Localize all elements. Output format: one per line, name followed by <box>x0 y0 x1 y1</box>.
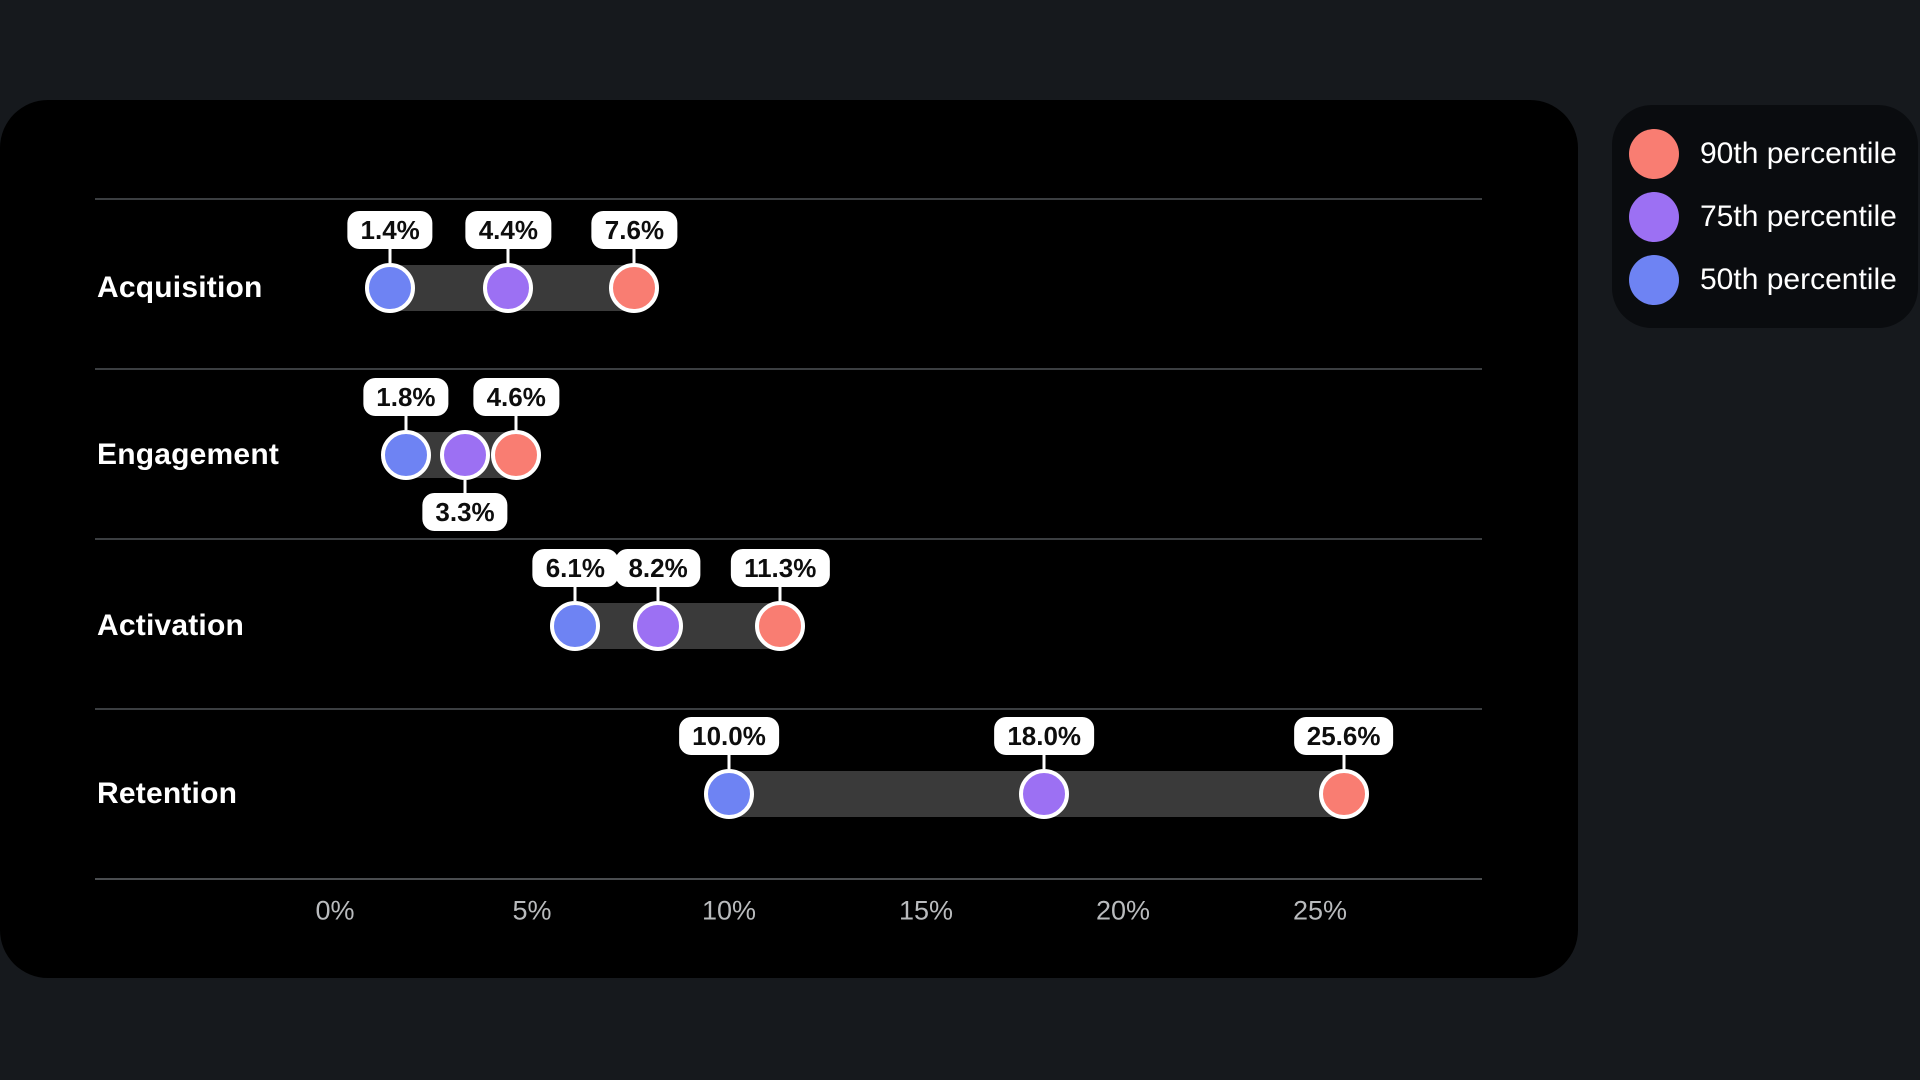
percentile-dot-75th[interactable] <box>483 263 534 313</box>
percentile-dot-50th[interactable] <box>550 601 601 651</box>
value-label-stem <box>404 415 408 430</box>
value-label: 11.3% <box>731 549 830 587</box>
x-axis-tick-label: 25% <box>1292 895 1348 926</box>
value-label: 18.0% <box>994 717 1095 755</box>
legend-item-label: 75th percentile <box>1700 199 1897 233</box>
legend-color-dot-50th <box>1629 254 1679 305</box>
x-axis-tick-label: 10% <box>701 895 757 926</box>
value-label: 4.6% <box>473 378 559 416</box>
value-label-stem <box>656 586 660 601</box>
legend-item-label: 90th percentile <box>1700 136 1897 170</box>
value-label-stem <box>1042 754 1046 769</box>
value-label: 10.0% <box>679 717 779 755</box>
percentile-dot-90th[interactable] <box>755 601 806 651</box>
legend-color-dot-90th <box>1629 128 1679 179</box>
x-axis-tick-label: 20% <box>1095 895 1151 926</box>
legend-item-label: 50th percentile <box>1700 262 1897 296</box>
value-label-stem <box>1342 754 1346 769</box>
value-label: 6.1% <box>532 549 618 587</box>
legend-item-75th-percentile[interactable]: 75th percentile <box>1629 191 1918 242</box>
x-axis-tick-label: 0% <box>315 895 355 926</box>
legend-item-90th-percentile[interactable]: 90th percentile <box>1629 128 1918 179</box>
percentile-dot-50th[interactable] <box>704 769 754 819</box>
category-label: Engagement <box>97 438 280 471</box>
value-label: 8.2% <box>615 549 701 587</box>
category-label: Activation <box>97 609 245 642</box>
row-divider-line <box>95 198 1482 200</box>
value-label: 7.6% <box>591 211 678 249</box>
value-label-stem <box>506 248 510 263</box>
legend-item-50th-percentile[interactable]: 50th percentile <box>1629 254 1918 305</box>
percentile-dot-75th[interactable] <box>440 430 491 480</box>
value-label: 25.6% <box>1293 717 1394 755</box>
row-divider-line <box>95 538 1482 540</box>
value-label: 3.3% <box>422 493 508 531</box>
value-label-stem <box>388 248 392 263</box>
value-label: 1.4% <box>347 211 433 249</box>
value-label-stem <box>463 480 467 495</box>
category-label: Acquisition <box>97 271 263 304</box>
value-label-stem <box>632 248 636 263</box>
percentile-dot-50th[interactable] <box>380 430 431 480</box>
dumbbell-plot: Acquisition 1.4% 4.4% 7.6% Engagement 1.8% 3.3… <box>0 100 1578 978</box>
legend: 90th percentile 75th percentile 50th per… <box>1612 105 1918 328</box>
value-label-stem <box>514 415 518 430</box>
value-label-stem <box>573 586 577 601</box>
value-label-stem <box>778 586 782 601</box>
chart-card: Acquisition 1.4% 4.4% 7.6% Engagement 1.8% 3.3… <box>0 100 1578 978</box>
percentile-dot-75th[interactable] <box>1019 769 1070 819</box>
percentile-dot-50th[interactable] <box>365 263 416 313</box>
x-axis-line <box>95 878 1482 880</box>
value-label: 4.4% <box>465 211 551 249</box>
percentile-dot-90th[interactable] <box>609 263 660 313</box>
category-label: Retention <box>97 777 238 810</box>
legend-color-dot-75th <box>1629 191 1679 242</box>
row-divider-line <box>95 708 1482 710</box>
row-divider-line <box>95 368 1482 370</box>
percentile-dot-90th[interactable] <box>1318 769 1369 819</box>
x-axis-tick-label: 15% <box>898 895 954 926</box>
value-label-stem <box>727 754 731 769</box>
percentile-dot-90th[interactable] <box>491 430 542 480</box>
value-label: 1.8% <box>363 378 449 416</box>
percentile-dot-75th[interactable] <box>633 601 684 651</box>
x-axis-tick-label: 5% <box>512 895 552 926</box>
